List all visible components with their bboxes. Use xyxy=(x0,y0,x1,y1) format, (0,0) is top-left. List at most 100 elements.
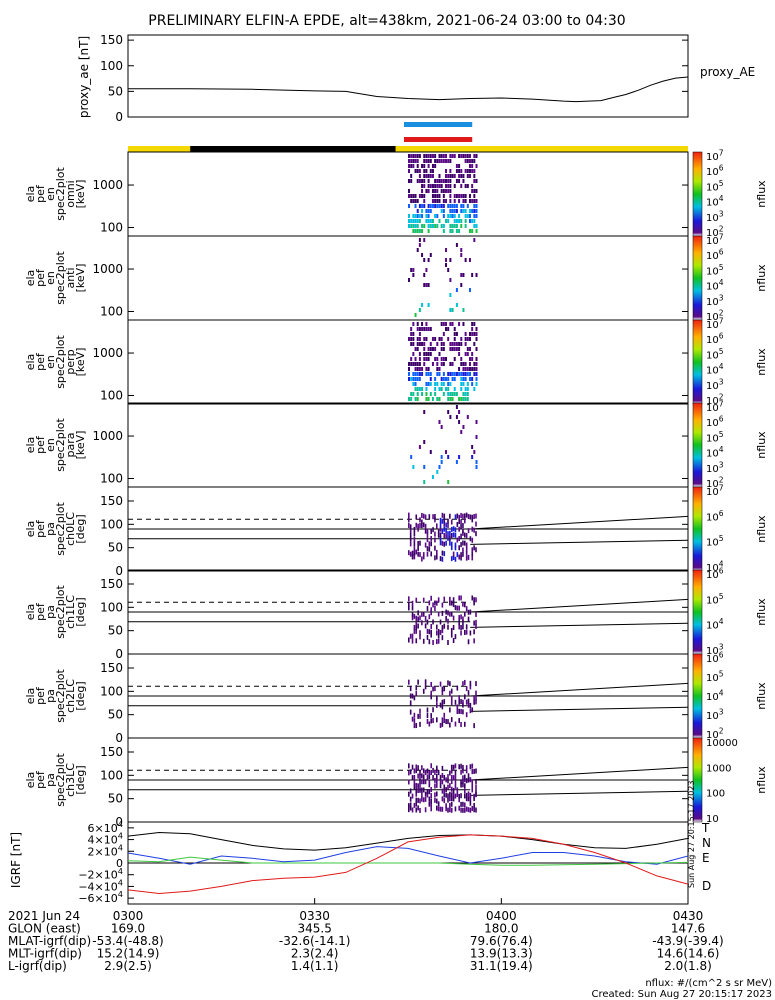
spectra-burst-pixel xyxy=(462,204,465,208)
ephemeris-value: 14.6(14.6) xyxy=(657,947,720,961)
pa-burst-pixel xyxy=(430,551,432,557)
pa-burst-pixel xyxy=(426,606,429,612)
pa-burst-pixel xyxy=(449,600,451,606)
spectra-burst-pixel xyxy=(440,455,443,459)
pa-burst-pixel xyxy=(437,628,440,634)
pa-burst-pixel xyxy=(465,778,468,784)
pa-burst-pixel xyxy=(462,530,464,536)
pa-burst-pixel xyxy=(445,718,447,724)
colorbar-tick-label: 103 xyxy=(706,460,724,475)
spectra-burst-pixel xyxy=(466,159,469,163)
spectra-burst-pixel xyxy=(453,219,456,223)
spectra-burst-pixel xyxy=(434,159,437,163)
spectra-burst-pixel xyxy=(473,372,476,376)
ephemeris-value: -32.6(-14.1) xyxy=(279,934,350,948)
pa-burst-pixel xyxy=(475,521,477,527)
ephemeris-value: 0300 xyxy=(113,909,144,923)
pa-burst-pixel xyxy=(415,615,418,621)
pa-burst-pixel xyxy=(415,782,418,788)
spectra-burst-pixel xyxy=(464,214,467,218)
spectra-burst-pixel xyxy=(464,352,467,356)
spectra-burst-pixel xyxy=(473,209,476,213)
pa-burst-pixel xyxy=(452,532,455,538)
spectra-burst-pixel xyxy=(460,342,463,346)
pa-burst-pixel xyxy=(426,792,429,798)
spectra-burst-pixel xyxy=(436,194,439,198)
pa-burst-pixel xyxy=(441,550,444,556)
spectra-burst-pixel xyxy=(466,372,469,376)
spectra-burst-pixel xyxy=(423,410,426,414)
spectra-burst-pixel xyxy=(412,164,415,168)
spectra-burst-pixel xyxy=(408,397,410,401)
spectra-burst-pixel xyxy=(427,229,430,233)
spectra-burst-pixel xyxy=(412,219,415,223)
pa-burst-pixel xyxy=(441,721,444,727)
spectra-burst-pixel xyxy=(425,382,428,386)
colorbar-tick-label: 100 xyxy=(706,789,725,800)
spectra-burst-pixel xyxy=(447,372,450,376)
spectra-burst-pixel xyxy=(440,342,443,346)
pa-burst-pixel xyxy=(415,797,418,803)
spectra-burst-pixel xyxy=(423,164,426,168)
spectra-burst-pixel xyxy=(468,229,471,233)
pa-burst-pixel xyxy=(430,610,432,616)
pa-burst-pixel xyxy=(450,764,453,770)
pa-burst-pixel xyxy=(454,793,457,799)
pa-burst-pixel xyxy=(462,768,464,774)
pa-burst-pixel xyxy=(424,679,427,685)
spectra-burst-pixel xyxy=(436,362,439,366)
igrf-tick-label: 2×104 xyxy=(88,842,123,858)
spectra-burst-pixel xyxy=(447,377,450,381)
pa-burst-pixel xyxy=(467,554,470,560)
spectra-burst-pixel xyxy=(429,372,432,376)
pa-burst-pixel xyxy=(432,767,434,773)
igrf-line-T xyxy=(127,831,689,851)
pa-burst-pixel xyxy=(467,698,470,704)
spectra-burst-pixel xyxy=(434,357,437,361)
pa-burst-pixel xyxy=(443,792,446,798)
pa-burst-pixel xyxy=(454,769,457,775)
pa-burst-pixel xyxy=(458,624,460,630)
pa-burst-pixel xyxy=(447,784,449,790)
proxy-ae-frame xyxy=(127,34,689,118)
pa-burst-pixel xyxy=(458,764,460,770)
pa-burst-pixel xyxy=(447,610,449,616)
spectra-burst-pixel xyxy=(421,372,424,376)
spectra-burst-pixel xyxy=(451,362,454,366)
spectra-burst-pixel xyxy=(468,367,471,371)
spectra-panel-ylabel: en xyxy=(44,271,57,285)
spectra-burst-pixel xyxy=(460,357,463,361)
spectra-burst-pixel xyxy=(468,209,471,213)
spectra-burst-pixel xyxy=(414,219,417,223)
pa-burst-pixel xyxy=(464,679,466,685)
pa-burst-pixel xyxy=(421,523,423,529)
spectra-burst-pixel xyxy=(429,204,432,208)
pa-burst-pixel xyxy=(458,695,460,701)
spectra-burst-pixel xyxy=(418,367,421,371)
pa-burst-pixel xyxy=(424,779,427,785)
spectra-burst-pixel xyxy=(460,224,463,228)
pa-burst-pixel xyxy=(464,611,466,617)
spectra-burst-pixel xyxy=(475,435,478,439)
pa-burst-pixel xyxy=(473,597,475,603)
pa-burst-pixel xyxy=(419,807,421,813)
spectra-burst-pixel xyxy=(438,397,441,401)
spectra-burst-pixel xyxy=(434,164,437,168)
pa-burst-pixel xyxy=(471,769,474,775)
pa-burst-pixel xyxy=(408,602,410,608)
pa-burst-pixel xyxy=(428,629,431,635)
pa-burst-pixel xyxy=(430,535,432,541)
spectra-burst-pixel xyxy=(412,352,415,356)
pa-panel-ylabel: ela xyxy=(24,604,37,621)
spectra-burst-pixel xyxy=(416,159,419,163)
spectra-burst-pixel xyxy=(438,154,441,158)
pa-burst-pixel xyxy=(464,518,466,524)
pa-burst-pixel xyxy=(449,791,451,797)
spectra-burst-pixel xyxy=(464,184,467,188)
spectra-burst-pixel xyxy=(464,372,467,376)
spectra-burst-pixel xyxy=(410,219,413,223)
pa-burst-pixel xyxy=(415,791,418,797)
ephemeris-value: 0400 xyxy=(486,909,517,923)
spectra-burst-pixel xyxy=(416,327,419,331)
spectra-burst-pixel xyxy=(414,357,417,361)
